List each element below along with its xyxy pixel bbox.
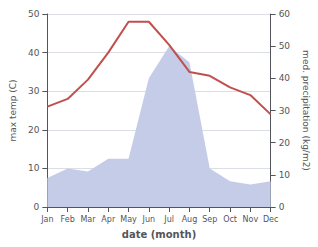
svg-text:0: 0 [279,202,285,212]
svg-text:Jan: Jan [40,215,53,224]
svg-text:30: 30 [28,86,40,96]
svg-text:Aug: Aug [182,215,198,224]
svg-text:Mar: Mar [80,215,96,224]
svg-text:50: 50 [279,41,291,51]
svg-text:max temp (C): max temp (C) [8,79,18,141]
svg-text:60: 60 [279,9,291,19]
svg-text:10: 10 [279,170,291,180]
svg-text:May: May [120,215,137,224]
svg-text:med. precipitation (kg/m2): med. precipitation (kg/m2) [301,50,311,171]
svg-text:20: 20 [28,125,40,135]
svg-text:Oct: Oct [223,215,237,224]
svg-text:Nov: Nov [243,215,259,224]
svg-text:date (month): date (month) [122,229,196,240]
svg-text:40: 40 [279,73,291,83]
svg-text:Jun: Jun [142,215,156,224]
svg-text:10: 10 [28,163,40,173]
svg-text:Jul: Jul [163,215,174,224]
svg-text:Apr: Apr [101,215,116,224]
svg-text:Feb: Feb [61,215,75,224]
svg-text:30: 30 [279,106,291,116]
svg-text:40: 40 [28,48,40,58]
svg-text:20: 20 [279,138,291,148]
svg-text:0: 0 [34,202,40,212]
svg-text:Sep: Sep [202,215,217,224]
svg-text:Dec: Dec [263,215,278,224]
svg-text:50: 50 [28,9,40,19]
